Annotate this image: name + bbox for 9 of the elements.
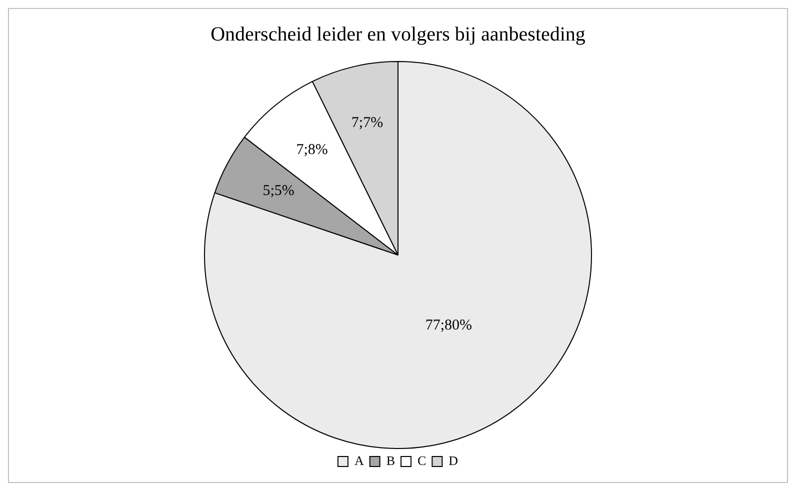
legend-label: C [418, 452, 426, 468]
legend-label: A [354, 452, 364, 468]
data-label: 7;7% [351, 115, 384, 132]
data-label: 5;5% [262, 183, 294, 200]
data-label: 7;8% [296, 142, 328, 158]
chart-title: Onderscheid leider en volgers bij aanbesteding [210, 23, 586, 46]
legend-label: B [386, 452, 396, 468]
legend-label: D [448, 452, 458, 468]
data-label: 77;80% [425, 318, 472, 334]
